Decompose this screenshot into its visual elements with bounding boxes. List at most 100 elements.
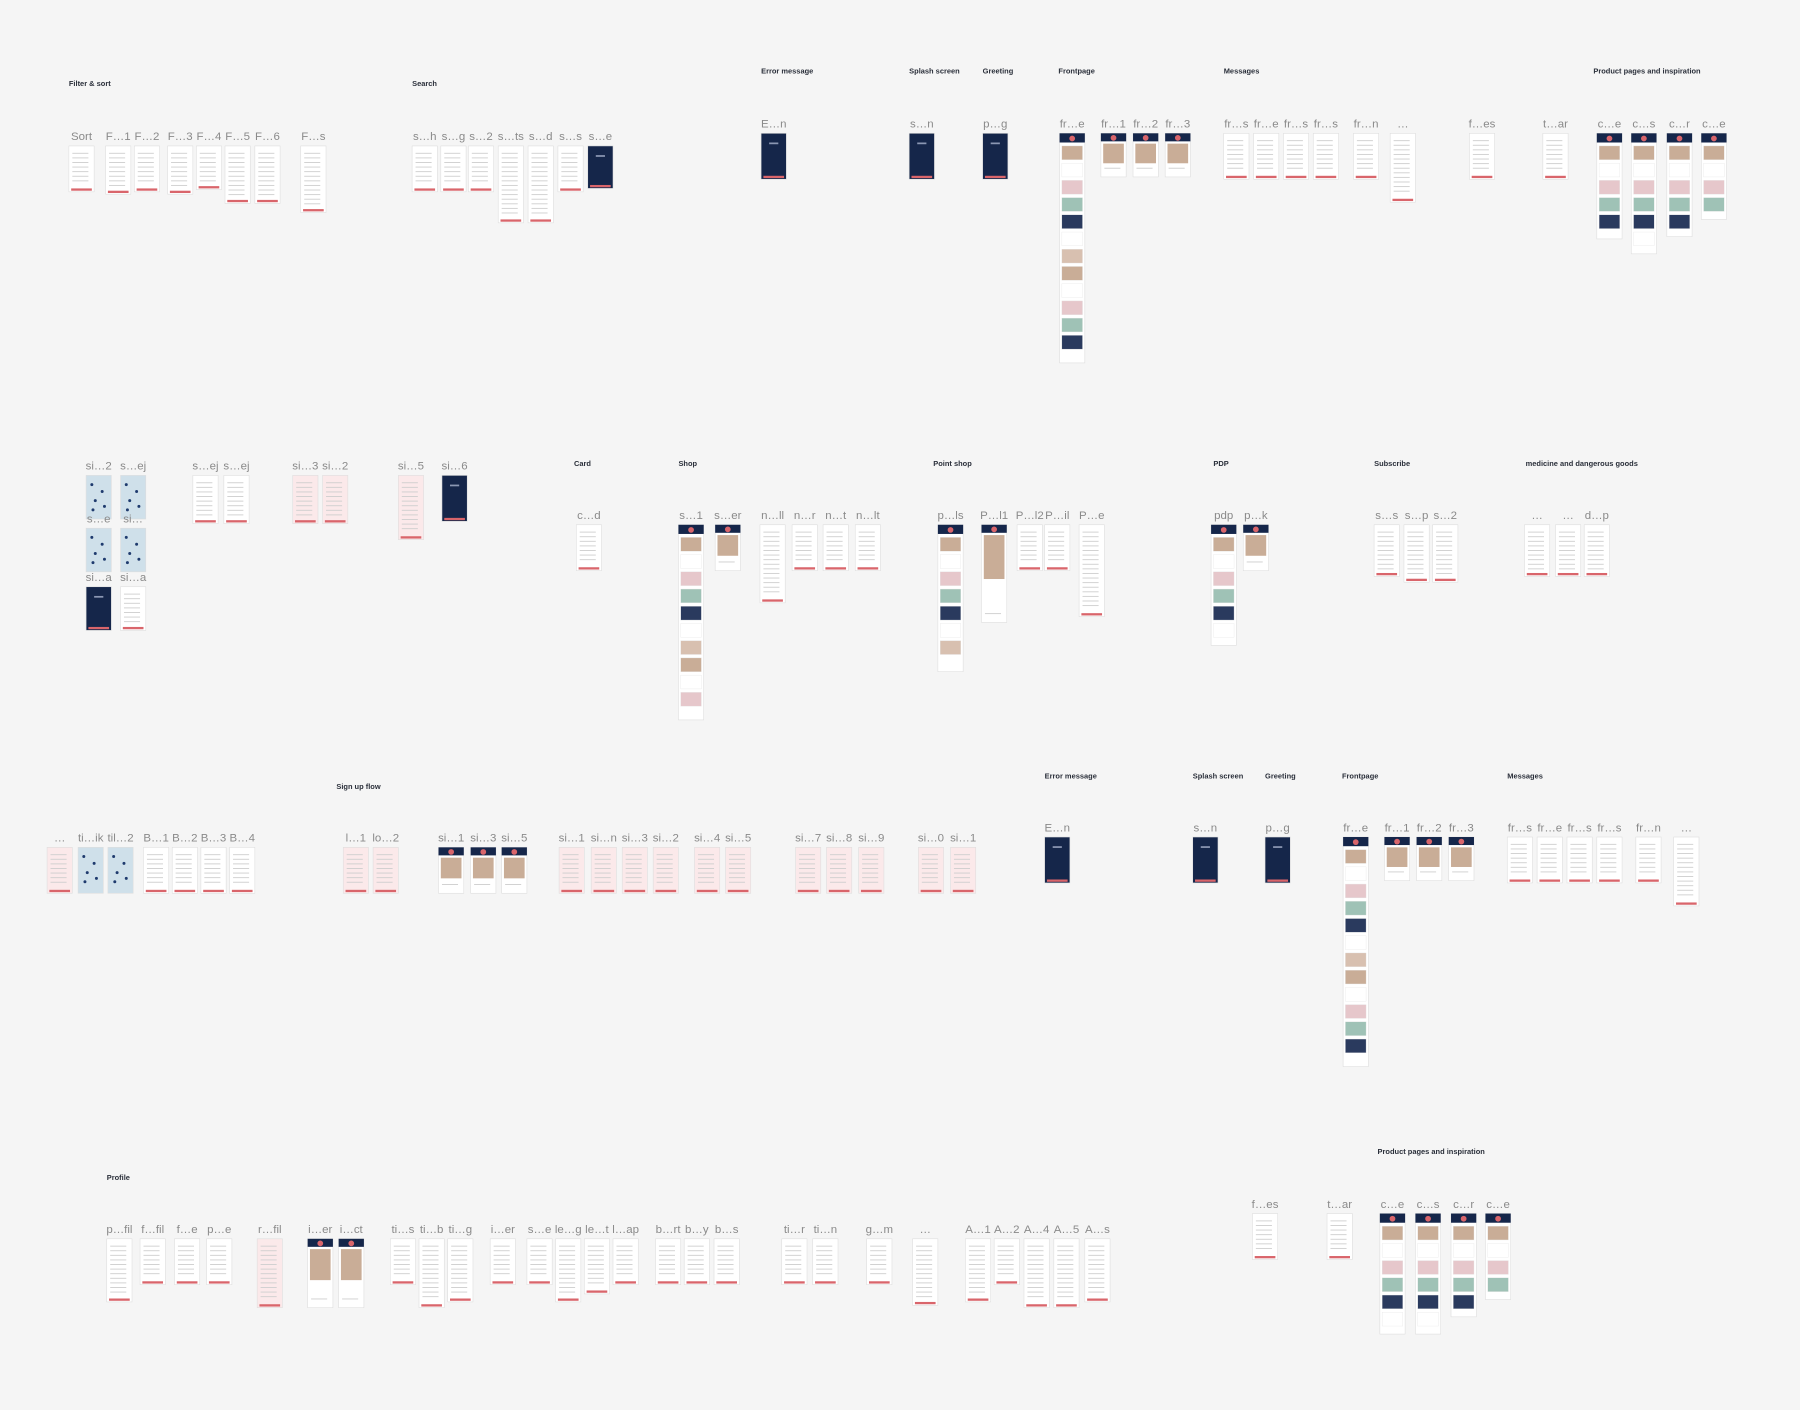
frame-label[interactable]: c…e bbox=[1381, 1199, 1405, 1211]
frame-thumbnail[interactable] bbox=[85, 586, 112, 631]
frame-label[interactable]: ti…b bbox=[420, 1224, 444, 1236]
frame-label[interactable]: n…lt bbox=[856, 510, 880, 522]
frame-label[interactable]: ti…n bbox=[814, 1224, 838, 1236]
frame-label[interactable]: si…0 bbox=[918, 833, 944, 845]
frame-thumbnail[interactable] bbox=[584, 1238, 610, 1295]
frame-label[interactable]: … bbox=[1681, 822, 1692, 834]
frame-label[interactable]: B…3 bbox=[201, 833, 227, 845]
frame-label[interactable]: s…p bbox=[1405, 510, 1429, 522]
frame-label[interactable]: b…rt bbox=[656, 1224, 682, 1236]
frame-thumbnail[interactable] bbox=[254, 145, 281, 204]
frame-thumbnail[interactable] bbox=[1044, 836, 1071, 884]
frame-label[interactable]: s…g bbox=[442, 131, 466, 143]
frame-label[interactable]: b…s bbox=[715, 1224, 739, 1236]
frame-label[interactable]: F…4 bbox=[196, 131, 221, 143]
frame-label[interactable]: s…n bbox=[1194, 822, 1218, 834]
frame-label[interactable]: si…2 bbox=[653, 833, 679, 845]
frame-label[interactable]: A…5 bbox=[1054, 1224, 1079, 1236]
frame-thumbnail[interactable] bbox=[555, 1238, 582, 1303]
frame-thumbnail[interactable] bbox=[1252, 1213, 1278, 1260]
frame-label[interactable]: s…d bbox=[529, 131, 553, 143]
frame-label[interactable]: si…4 bbox=[694, 833, 721, 845]
frame-thumbnail[interactable] bbox=[1264, 836, 1291, 884]
frame-thumbnail[interactable] bbox=[77, 847, 104, 894]
frame-label[interactable]: fr…1 bbox=[1101, 119, 1126, 131]
frame-label[interactable]: E…n bbox=[1045, 822, 1071, 834]
frame-thumbnail[interactable] bbox=[300, 145, 327, 213]
frame-label[interactable]: fr…n bbox=[1636, 822, 1661, 834]
frame-thumbnail[interactable] bbox=[1326, 1213, 1353, 1260]
frame-label[interactable]: p…ls bbox=[937, 510, 963, 522]
frame-label[interactable]: f…es bbox=[1469, 119, 1496, 131]
frame-label[interactable]: fr…e bbox=[1537, 822, 1562, 834]
frame-label[interactable]: … bbox=[1562, 510, 1573, 522]
frame-label[interactable]: b…y bbox=[685, 1224, 709, 1236]
frame-label[interactable]: si…5 bbox=[501, 833, 527, 845]
frame-thumbnail[interactable] bbox=[105, 145, 132, 195]
frame-label[interactable]: i…er bbox=[491, 1224, 515, 1236]
frame-label[interactable]: si…5 bbox=[725, 833, 751, 845]
frame-label[interactable]: p…e bbox=[207, 1224, 231, 1236]
frame-label[interactable]: f…e bbox=[177, 1224, 198, 1236]
frame-label[interactable]: d…p bbox=[1585, 510, 1609, 522]
frame-label[interactable]: i…er bbox=[308, 1224, 332, 1236]
frame-label[interactable]: s…ej bbox=[192, 461, 218, 473]
frame-label[interactable]: si…7 bbox=[795, 833, 821, 845]
frame-label[interactable]: fr…s bbox=[1597, 822, 1621, 834]
frame-label[interactable]: si…n bbox=[591, 833, 617, 845]
frame-label[interactable]: fr…1 bbox=[1385, 822, 1410, 834]
frame-label[interactable]: si…1 bbox=[950, 833, 976, 845]
frame-label[interactable]: E…n bbox=[761, 119, 786, 131]
frame-label[interactable]: s…ej bbox=[223, 461, 249, 473]
frame-label[interactable]: si…3 bbox=[292, 461, 318, 473]
frame-thumbnail[interactable] bbox=[224, 145, 251, 204]
frame-label[interactable]: c…e bbox=[1702, 119, 1726, 131]
frame-label[interactable]: c…e bbox=[1486, 1199, 1510, 1211]
frame-label[interactable]: fr…e bbox=[1254, 119, 1279, 131]
frame-label[interactable]: fr…2 bbox=[1417, 822, 1442, 834]
frame-label[interactable]: c…d bbox=[577, 510, 601, 522]
frame-label[interactable]: ti…r bbox=[784, 1224, 805, 1236]
frame-thumbnail[interactable] bbox=[85, 475, 112, 520]
frame-label[interactable]: fr…s bbox=[1314, 119, 1338, 131]
frame-label[interactable]: F…6 bbox=[255, 131, 280, 143]
frame-label[interactable]: fr…2 bbox=[1133, 119, 1158, 131]
frame-label[interactable]: le…g bbox=[555, 1224, 582, 1236]
frame-label[interactable]: F…1 bbox=[106, 131, 131, 143]
frame-thumbnail[interactable] bbox=[1078, 524, 1105, 617]
frame-label[interactable]: s…e bbox=[589, 131, 613, 143]
frame-label[interactable]: ti…s bbox=[391, 1224, 414, 1236]
frame-label[interactable]: fr…s bbox=[1284, 119, 1308, 131]
frame-label[interactable]: B…4 bbox=[229, 833, 255, 845]
frame-label[interactable]: s…ej bbox=[120, 461, 146, 473]
frame-label[interactable]: F…5 bbox=[225, 131, 250, 143]
frame-thumbnail[interactable] bbox=[120, 586, 147, 631]
frame-label[interactable]: si…1 bbox=[438, 833, 464, 845]
frame-thumbnail[interactable] bbox=[322, 475, 349, 524]
frame-label[interactable]: fr…3 bbox=[1165, 119, 1190, 131]
frame-label[interactable]: s…2 bbox=[1433, 510, 1457, 522]
frame-label[interactable]: lo…2 bbox=[372, 833, 399, 845]
frame-label[interactable]: si…a bbox=[86, 572, 113, 584]
frame-label[interactable]: p…k bbox=[1244, 510, 1268, 522]
frame-thumbnail[interactable] bbox=[575, 524, 602, 571]
frame-label[interactable]: P…l1 bbox=[980, 510, 1008, 522]
frame-label[interactable]: s…e bbox=[87, 513, 111, 525]
frame-label[interactable]: fr…s bbox=[1224, 119, 1248, 131]
frame-thumbnail[interactable] bbox=[908, 133, 935, 180]
frame-label[interactable]: fr…e bbox=[1343, 822, 1368, 834]
frame-label[interactable]: P…il bbox=[1045, 510, 1069, 522]
frame-label[interactable]: p…g bbox=[983, 119, 1007, 131]
frame-label[interactable]: … bbox=[920, 1224, 931, 1236]
frame-label[interactable]: c…s bbox=[1632, 119, 1655, 131]
frame-thumbnail[interactable] bbox=[120, 475, 147, 520]
frame-thumbnail[interactable] bbox=[760, 133, 787, 180]
frame-label[interactable]: B…1 bbox=[143, 833, 168, 845]
frame-label[interactable]: F…3 bbox=[168, 131, 193, 143]
frame-thumbnail[interactable] bbox=[441, 475, 468, 522]
frame-label[interactable]: si…6 bbox=[442, 461, 468, 473]
frame-label[interactable]: si…2 bbox=[86, 461, 112, 473]
frame-label[interactable]: s…h bbox=[413, 131, 437, 143]
frame-label[interactable]: si…8 bbox=[826, 833, 852, 845]
frame-thumbnail[interactable] bbox=[912, 1238, 939, 1306]
